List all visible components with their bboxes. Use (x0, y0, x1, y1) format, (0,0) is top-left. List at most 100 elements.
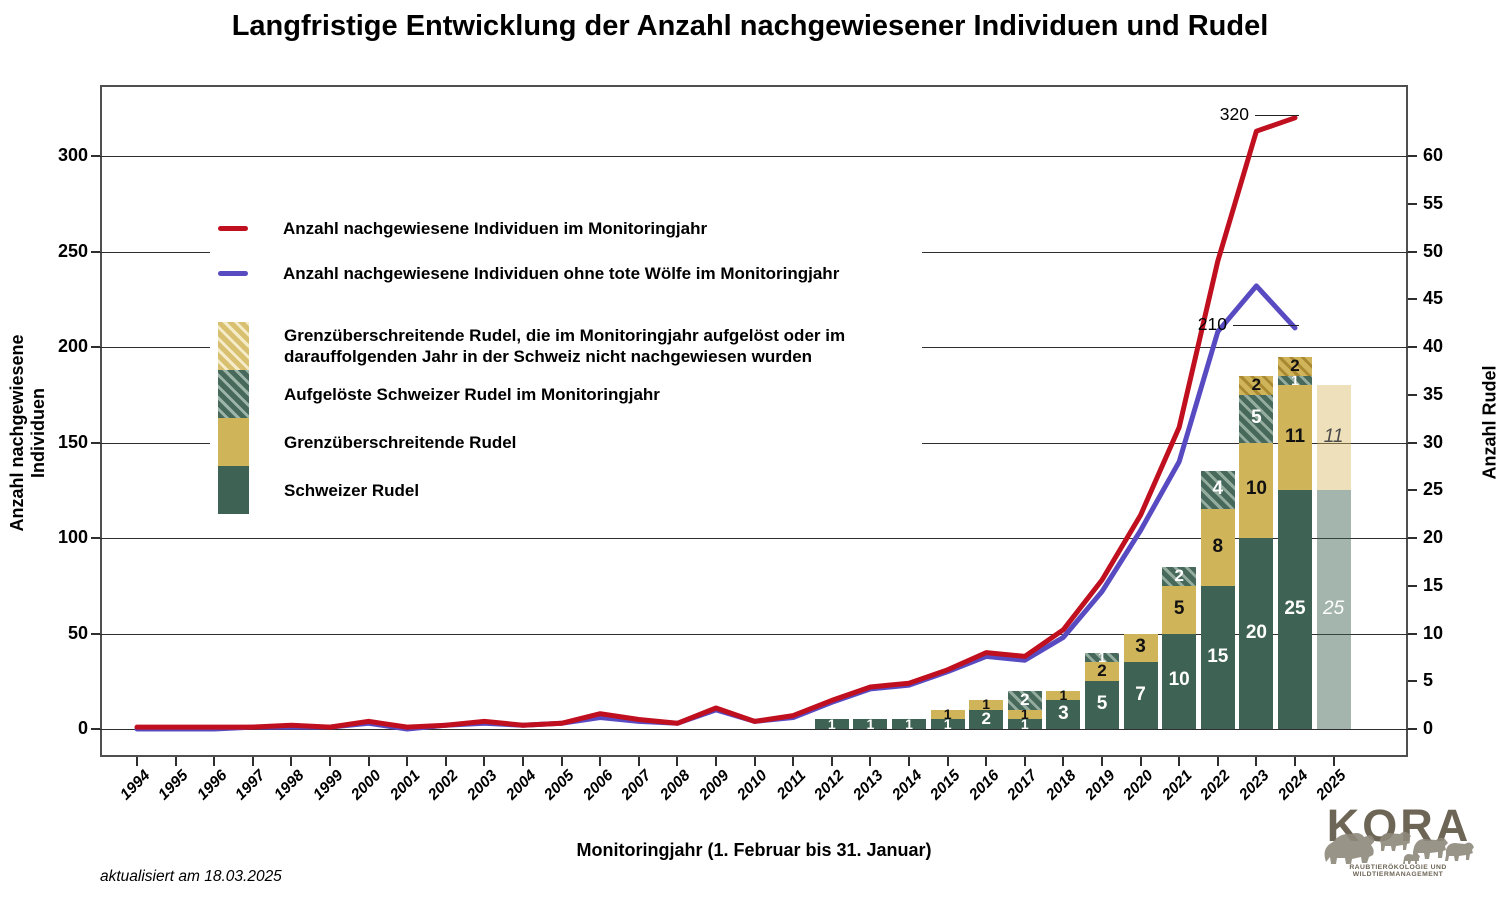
bar-segment-aufgeloest-2023: 5 (1239, 394, 1274, 443)
x-tick-label: 2012 (811, 767, 848, 804)
x-tick (483, 757, 486, 766)
bar-value-label: 25 (1284, 597, 1306, 619)
x-tick-label: 2023 (1236, 767, 1273, 804)
x-tick (637, 757, 640, 766)
y-right-tick (1408, 584, 1417, 587)
lynx-icon (1380, 831, 1411, 851)
wolf-icon (1413, 837, 1448, 859)
legend-bar-entries: Grenzüberschreitende Rudel, die im Monit… (210, 322, 922, 514)
x-tick (329, 757, 331, 766)
x-tick-label: 2009 (695, 767, 733, 804)
x-tick (136, 757, 138, 766)
legend-bar-entry: Grenzüberschreitende Rudel (210, 418, 922, 466)
x-tick-label: 1999 (309, 767, 347, 804)
x-tick (213, 757, 216, 766)
bar-value-label: 5 (1096, 693, 1108, 715)
bar-value-label: 8 (1212, 535, 1224, 557)
bar-value-label: 25 (1323, 597, 1345, 619)
y-axis-left-title: Anzahl nachgewiesene Individuen (7, 334, 48, 532)
x-tick-label: 2000 (348, 767, 385, 804)
bar-segment-aufgeloest-2019: 1 (1085, 649, 1119, 665)
plot-area (100, 85, 1408, 757)
legend-line-label: Anzahl nachgewiesene Individuen im Monit… (283, 219, 708, 238)
x-tick (1332, 757, 1335, 766)
x-tick-label: 2022 (1197, 767, 1234, 804)
bar-segment-grenz-2021: 5 (1162, 585, 1197, 634)
y-right-tick (1408, 489, 1417, 492)
bar-segment-grenz-2017: 1 (1007, 706, 1042, 722)
legend-bar-entry: Schweizer Rudel (210, 466, 922, 514)
y-right-tick-label: 55 (1423, 192, 1444, 213)
annotation-pointer-line (1233, 324, 1299, 326)
bar-segment-grenz-2025: 11 (1316, 385, 1351, 491)
y-right-tick (1408, 680, 1417, 683)
bar-segment-schweizer-2013: 1 (853, 716, 888, 732)
x-tick (985, 757, 988, 766)
x-tick-label: 2015 (927, 767, 964, 804)
y-left-tick (91, 346, 100, 348)
bar-segment-schweizer-2012: 1 (814, 716, 849, 732)
x-tick (1023, 757, 1026, 766)
y-axis-right-title: Anzahl Rudel (1479, 365, 1500, 480)
bar-segment-grenz-2016: 1 (969, 696, 1004, 712)
bar-value-label: 7 (1135, 683, 1146, 705)
x-tick-label: 2016 (965, 767, 1003, 804)
legend-bar-swatch (218, 466, 249, 514)
legend-bar-entry: Aufgelöste Schweizer Rudel im Monitoring… (210, 370, 922, 418)
fox-icon (1445, 842, 1474, 861)
x-tick (1255, 757, 1258, 766)
y-left-tick (91, 728, 100, 730)
bar-value-label: 3 (1135, 636, 1146, 658)
y-right-tick-label: 50 (1423, 240, 1444, 261)
bar-segment-grenz-2015: 1 (930, 706, 965, 722)
legend-line-label: Anzahl nachgewiesene Individuen ohne tot… (283, 264, 840, 283)
x-tick (174, 757, 177, 766)
annotation-value: 320 (1219, 103, 1249, 124)
bar-value-label: 1 (866, 715, 875, 732)
x-tick-label: 1995 (155, 767, 192, 804)
wildcat-icon (1403, 854, 1420, 864)
y-left-tick (91, 155, 100, 157)
x-tick-label: 1996 (193, 767, 231, 804)
y-right-tick (1408, 298, 1417, 301)
kora-logo: KORA RAUBTIERÖKOLOGIE UND WILDTIERMANAGE… (1318, 798, 1478, 890)
bar-segment-schweizer-2025: 25 (1316, 490, 1351, 729)
x-tick (908, 757, 910, 766)
legend-line-entry: Anzahl nachgewiesene Individuen ohne tot… (210, 251, 922, 296)
x-tick (946, 757, 949, 766)
y-left-tick-label: 200 (57, 336, 88, 356)
bar-segment-grenz-2018: 1 (1046, 687, 1081, 703)
y-right-tick (1408, 202, 1417, 205)
x-tick (1178, 757, 1181, 766)
x-tick (676, 757, 679, 766)
legend-bar-label: Schweizer Rudel (284, 480, 420, 500)
bar-value-label: 1 (827, 715, 836, 732)
x-tick-label: 2019 (1081, 767, 1119, 804)
bar-value-label: 3 (1058, 702, 1069, 724)
y-left-tick (91, 632, 100, 635)
bar-segment-schweizer-2023: 20 (1239, 538, 1274, 729)
bar-segment-aufgeloest-2017: 2 (1007, 690, 1042, 710)
x-tick-label: 2011 (773, 767, 810, 803)
bar-segment-schweizer-2018: 3 (1046, 700, 1081, 729)
x-tick (1216, 757, 1219, 766)
bar-value-label: 4 (1212, 478, 1224, 500)
bar-value-label: 11 (1284, 425, 1306, 447)
x-tick-label: 2020 (1120, 767, 1157, 804)
bar-value-label: 5 (1251, 406, 1262, 428)
bar-segment-grenz_aufgeloest-2024: 2 (1278, 355, 1312, 376)
y-right-tick (1408, 632, 1417, 635)
y-left-tick-label: 250 (57, 240, 88, 261)
x-tick (444, 757, 447, 766)
y-right-tick (1408, 728, 1417, 730)
x-tick-label: 1998 (271, 767, 308, 804)
legend-line-entries: Anzahl nachgewiesene Individuen im Monit… (210, 206, 922, 296)
bar-value-label: 15 (1207, 645, 1229, 667)
x-tick (715, 757, 717, 766)
bar-value-label: 2 (1290, 355, 1300, 375)
bar-segment-schweizer-2022: 15 (1200, 585, 1235, 729)
y-right-tick-label: 30 (1423, 431, 1444, 452)
y-right-tick-label: 35 (1423, 383, 1444, 404)
legend-bar-label: Aufgelöste Schweizer Rudel im Monitoring… (284, 384, 660, 404)
